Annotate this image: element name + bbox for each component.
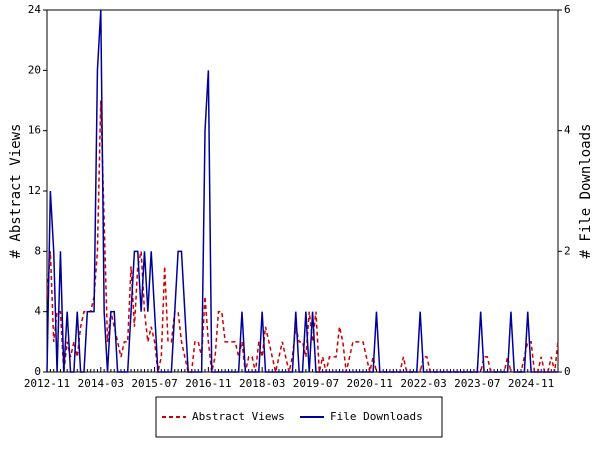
- x-tick-label: 2014-03: [78, 377, 124, 390]
- x-tick-label: 2022-03: [400, 377, 446, 390]
- y2-tick-label: 0: [564, 365, 571, 378]
- x-tick-label: 2012-11: [24, 377, 70, 390]
- y-tick-label: 4: [34, 305, 41, 318]
- y2-tick-label: 4: [564, 124, 571, 137]
- x-tick-label: 2020-11: [347, 377, 393, 390]
- x-tick-label: 2024-11: [508, 377, 554, 390]
- x-tick-label: 2018-03: [239, 377, 285, 390]
- y-tick-label: 8: [34, 244, 41, 257]
- series-line: [46, 9, 558, 373]
- legend-label: Abstract Views: [192, 410, 285, 423]
- y-tick-label: 12: [28, 184, 41, 197]
- legend: [155, 396, 443, 438]
- x-tick-label: 2023-07: [454, 377, 500, 390]
- y-tick-label: 20: [28, 63, 41, 76]
- x-tick-label: 2015-07: [131, 377, 177, 390]
- x-tick-label: 2016-11: [185, 377, 231, 390]
- x-tick-label: 2019-07: [293, 377, 339, 390]
- y-tick-label: 24: [28, 3, 42, 16]
- y2-tick-label: 6: [564, 3, 571, 16]
- y2-tick-label: 2: [564, 244, 571, 257]
- y2-axis-label: # File Downloads: [578, 124, 594, 259]
- legend-label: File Downloads: [330, 410, 423, 423]
- plot-area: [46, 9, 559, 373]
- y-axis-label: # Abstract Views: [8, 124, 24, 259]
- y-tick-label: 16: [28, 124, 41, 137]
- y-tick-label: 0: [34, 365, 41, 378]
